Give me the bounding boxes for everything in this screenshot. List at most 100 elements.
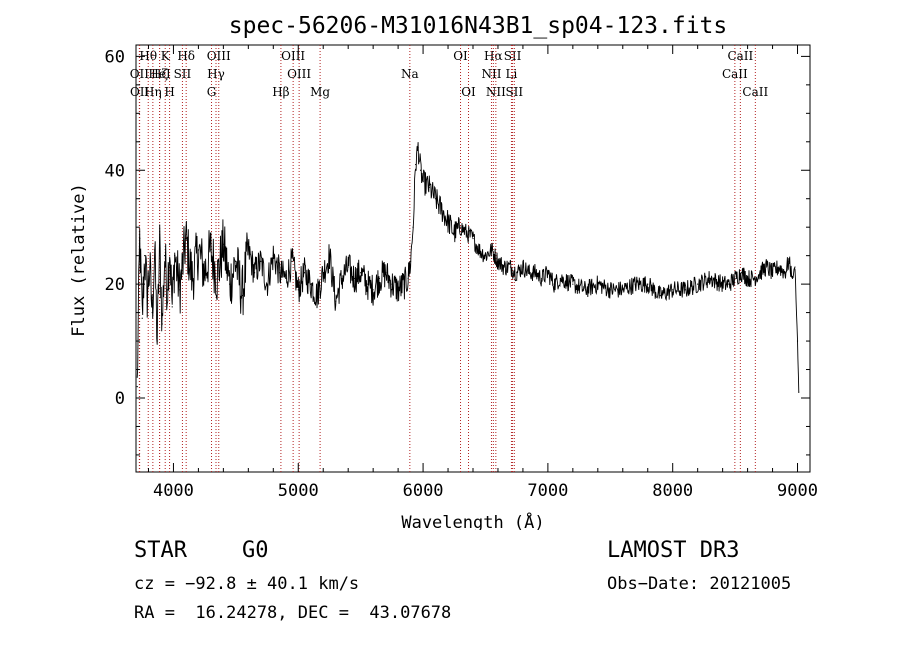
flux-point [453, 232, 455, 234]
spectrum-plot: spec-56206-M31016N43B1_sp04-123.fits Hθ O… [69, 13, 818, 530]
flux-point [185, 237, 187, 240]
flux-point [503, 266, 505, 268]
spectral-line-label: OII [130, 67, 150, 81]
flux-point [179, 289, 181, 291]
y-tick-label: 20 [105, 275, 125, 295]
spectral-line-label: SII [505, 85, 523, 99]
flux-point [778, 266, 780, 268]
x-tick-label: 5000 [278, 481, 319, 501]
flux-point [347, 266, 349, 268]
x-tick-label: 4000 [153, 481, 194, 501]
flux-point [149, 266, 151, 268]
flux-point [310, 283, 312, 285]
flux-point [159, 243, 161, 245]
flux-point [216, 277, 218, 280]
flux-point [260, 260, 262, 262]
flux-point [417, 146, 419, 149]
spectral-line-label: Hα [484, 49, 503, 63]
flux-point [447, 220, 449, 223]
flux-point [466, 232, 468, 234]
flux-point [353, 277, 356, 280]
flux-point [697, 283, 699, 285]
coordinates: RA = 16.24278, DEC = 43.07678 [134, 603, 452, 623]
x-tick-label: 8000 [652, 481, 693, 501]
y-axis-label: Flux (relative) [69, 183, 89, 337]
flux-point [541, 277, 543, 280]
flux-point [285, 277, 287, 280]
object-subclass: G0 [242, 538, 269, 563]
observation-date: Obs−Date: 20121005 [607, 574, 792, 594]
flux-point [722, 283, 724, 285]
flux-point [253, 272, 256, 274]
flux-point [509, 266, 512, 268]
flux-point [222, 243, 224, 245]
flux-point [151, 311, 153, 314]
flux-point [210, 249, 212, 251]
flux-point [434, 198, 437, 200]
spectral-line-label: OII [130, 85, 150, 99]
spectral-line-label: Li [506, 67, 518, 81]
flux-point [316, 294, 318, 297]
x-tick-label: 7000 [527, 481, 568, 501]
spectral-line-label: OIII [281, 49, 305, 63]
flux-point [144, 255, 146, 257]
flux-point [385, 272, 387, 274]
flux-point [584, 289, 586, 291]
spectral-line-label: G [207, 85, 217, 99]
flux-point [659, 294, 661, 297]
survey-name: LAMOST DR3 [607, 538, 740, 563]
flux-point [328, 255, 331, 257]
flux-point [146, 294, 148, 297]
flux-point [278, 272, 281, 274]
flux-point [597, 283, 599, 285]
flux-point [609, 289, 611, 291]
flux-point [409, 260, 412, 262]
spectral-line-label: K [161, 49, 171, 63]
flux-point [788, 260, 790, 262]
spectral-line-label: Na [401, 67, 419, 81]
flux-line [136, 142, 800, 393]
chart-title: spec-56206-M31016N43B1_sp04-123.fits [229, 13, 728, 39]
spectral-line-label: CaII [722, 67, 748, 81]
flux-point [459, 226, 462, 228]
flux-point [771, 272, 774, 274]
x-axis-label: Wavelength (Å) [401, 511, 544, 530]
flux-point [784, 272, 786, 274]
flux-point [141, 317, 143, 319]
spectral-line-label: H [164, 85, 174, 99]
flux-point [634, 283, 636, 285]
flux-point [796, 340, 799, 342]
flux-point [156, 340, 158, 342]
flux-point [335, 300, 337, 302]
flux-point [372, 289, 374, 291]
flux-point [472, 237, 474, 240]
flux-point [734, 277, 736, 280]
flux-point [534, 272, 537, 274]
flux-point [291, 260, 293, 262]
flux-point [647, 283, 649, 285]
spectral-line-label: Hγ [207, 67, 225, 81]
flux-point [360, 272, 362, 274]
spectral-line-label: Hβ [272, 85, 289, 99]
spectral-line-label: HeI [148, 67, 171, 81]
flux-point [229, 283, 231, 285]
flux-point [740, 272, 742, 274]
flux-point [272, 255, 274, 257]
flux-point [303, 272, 306, 274]
flux-point [197, 249, 200, 251]
flux-point [154, 249, 156, 251]
flux-series [136, 142, 800, 393]
flux-point [247, 249, 249, 251]
flux-point [572, 283, 574, 285]
flux-point [765, 266, 767, 268]
object-class: STAR [134, 538, 187, 563]
flux-point [794, 266, 796, 268]
flux-point [378, 277, 380, 280]
flux-point [684, 289, 686, 291]
flux-point [191, 277, 193, 280]
flux-point [391, 283, 393, 285]
flux-point [169, 243, 171, 245]
flux-point [441, 209, 443, 211]
flux-point [497, 260, 499, 262]
flux-point [412, 226, 414, 228]
